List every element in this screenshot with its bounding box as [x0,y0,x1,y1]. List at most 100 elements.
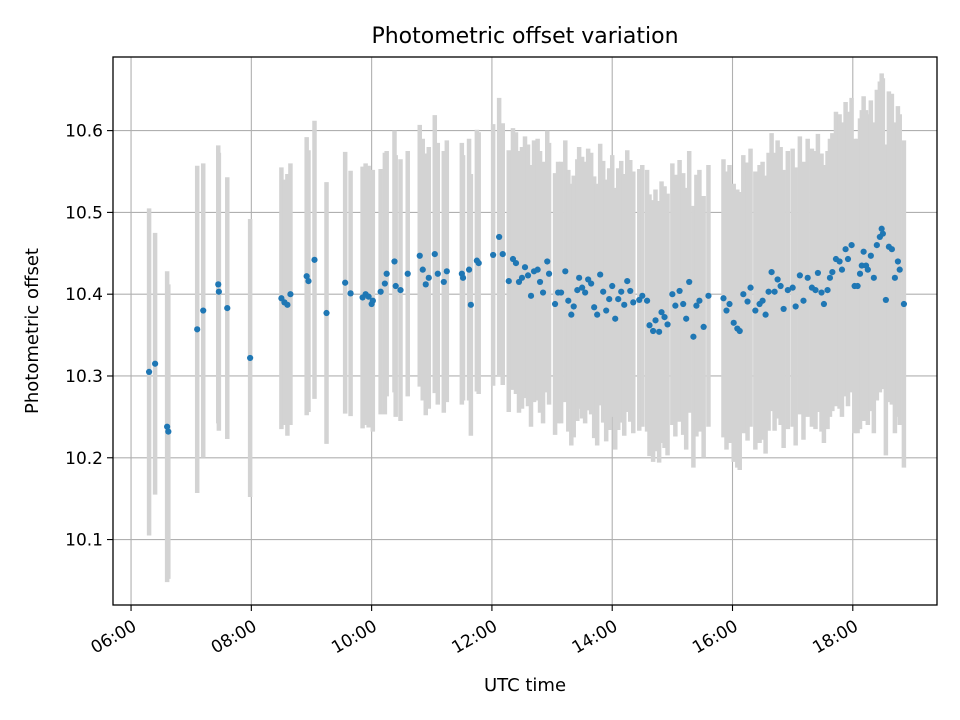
data-point [792,303,799,310]
data-point [342,279,349,286]
plot-frame [112,56,938,606]
data-point [496,233,503,241]
data-point [804,274,811,281]
data-point [630,299,637,306]
data-point [824,287,831,294]
data-point [557,289,565,296]
data-point [323,309,330,317]
data-point [848,242,855,249]
data-point [369,297,376,304]
data-point [624,278,631,285]
data-point [459,274,467,281]
data-point [582,289,589,296]
data-point [467,301,474,308]
data-point [656,328,663,335]
data-point [676,287,683,295]
data-point [873,242,880,249]
data-point [365,293,372,300]
data-point [814,269,822,277]
data-point [347,290,354,297]
y-axis-label: Photometric offset [22,248,43,414]
data-points [145,225,908,435]
data-point [597,271,604,278]
x-axis-label: UTC time [484,675,566,696]
data-point [576,274,583,281]
data-point [696,297,703,304]
data-point [527,292,535,299]
data-point [570,303,577,310]
data-point [588,280,595,287]
data-point [404,270,411,277]
data-point [650,327,657,335]
data-point [165,428,172,435]
data-point [900,300,908,308]
data-point [594,311,601,318]
data-point [870,274,877,281]
data-point [879,230,886,237]
data-point [891,274,898,281]
data-point [878,225,885,232]
data-point [784,287,791,294]
data-point [683,315,690,322]
data-point [618,288,625,295]
data-point [768,269,775,276]
data-point [838,266,846,273]
data-point [505,278,512,285]
data-point [896,266,903,273]
data-point [627,287,634,295]
data-point [672,302,679,309]
data-point [534,266,541,273]
data-point [652,317,659,324]
data-point [730,319,737,326]
data-point [551,300,559,308]
data-point [658,309,665,316]
data-point [639,292,646,299]
data-point [194,326,201,333]
data-point [765,288,772,295]
data-point [512,260,520,267]
data-point [568,311,575,318]
data-point [744,298,751,305]
y-tick-label: 10.5 [65,203,103,223]
data-point [664,321,671,328]
data-point [720,295,727,302]
data-point [686,278,693,286]
data-point [740,291,747,298]
data-point [705,292,712,299]
data-point [829,269,836,276]
data-point [164,423,171,430]
data-point [443,268,450,275]
data-point [383,270,390,277]
data-point [562,268,569,275]
data-point [726,300,733,308]
data-point [305,278,312,285]
data-point [579,284,586,291]
data-point [856,270,864,277]
data-point [752,307,759,314]
y-tick-label: 10.6 [65,122,103,142]
data-point [544,258,551,265]
data-point [224,304,231,312]
y-tick-label: 10.3 [65,367,103,387]
data-point [475,260,482,267]
data-point [669,291,676,298]
data-point [524,272,532,279]
data-point [867,252,874,259]
data-point [422,281,429,288]
data-point [539,289,547,296]
data-point [826,274,834,281]
data-point [860,248,867,255]
data-point [565,297,572,304]
data-point [311,256,318,263]
data-point [789,284,796,291]
data-point [777,282,784,290]
data-point [888,246,895,253]
data-point [774,276,781,283]
data-point [854,282,861,290]
data-point [606,296,613,303]
data-point [440,278,447,286]
data-point [736,327,743,335]
data-point [287,291,294,298]
y-tick-label: 10.1 [65,531,103,551]
